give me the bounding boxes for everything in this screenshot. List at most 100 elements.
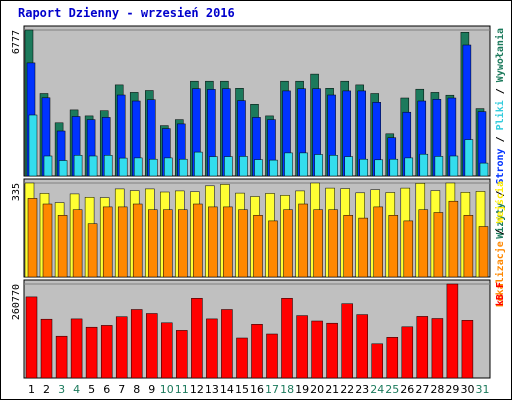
bar-top-2-day-3 bbox=[58, 160, 68, 177]
day-label-19: 19 bbox=[295, 383, 309, 396]
bar-top-2-day-9 bbox=[149, 158, 158, 177]
bar-middle-1-day-29 bbox=[448, 200, 459, 278]
bar-middle-1-day-17 bbox=[268, 220, 278, 278]
day-label-1: 1 bbox=[28, 383, 35, 396]
bar-top-2-day-29 bbox=[449, 155, 459, 177]
bar-bottom-0-day-30 bbox=[461, 320, 474, 379]
series-middle-1 bbox=[27, 198, 489, 278]
bar-bottom-0-day-25 bbox=[386, 337, 399, 379]
bar-top-2-day-13 bbox=[209, 156, 218, 177]
day-label-11: 11 bbox=[175, 383, 189, 396]
chart-panels: 6777 335 260770 bbox=[11, 25, 491, 379]
legend-bottom: kB F bbox=[495, 282, 506, 306]
bar-top-2-day-30 bbox=[464, 139, 474, 177]
bar-top-2-day-26 bbox=[404, 157, 414, 177]
panel-middle: 335 bbox=[11, 178, 491, 278]
legend-top-part-4: Pliki bbox=[494, 100, 506, 130]
day-label-6: 6 bbox=[103, 383, 110, 396]
bar-middle-1-day-18 bbox=[283, 209, 293, 278]
bar-bottom-0-day-7 bbox=[115, 316, 128, 379]
day-label-15: 15 bbox=[235, 383, 249, 396]
bar-top-2-day-12 bbox=[194, 151, 203, 177]
day-label-5: 5 bbox=[88, 383, 95, 396]
bar-middle-1-day-10 bbox=[163, 209, 173, 278]
bar-middle-1-day-9 bbox=[148, 209, 158, 278]
bar-top-2-day-17 bbox=[269, 159, 278, 177]
bar-middle-1-day-13 bbox=[208, 206, 218, 278]
bar-middle-1-day-1 bbox=[27, 198, 38, 278]
bar-middle-1-day-6 bbox=[102, 206, 113, 278]
bar-top-2-day-10 bbox=[164, 157, 173, 177]
legend-middle-part-1: / bbox=[495, 223, 506, 241]
bar-top-2-day-24 bbox=[374, 159, 383, 177]
bar-middle-1-day-26 bbox=[403, 220, 414, 278]
legend-top-part-5: / bbox=[495, 82, 506, 100]
bar-bottom-0-day-6 bbox=[100, 325, 113, 379]
bar-middle-1-day-22 bbox=[343, 215, 353, 278]
day-label-3: 3 bbox=[58, 383, 65, 396]
bar-bottom-0-day-13 bbox=[206, 318, 218, 379]
day-label-24: 24 bbox=[370, 383, 384, 396]
bar-bottom-0-day-19 bbox=[296, 315, 308, 379]
bar-top-2-day-1 bbox=[28, 114, 38, 177]
bar-top-2-day-18 bbox=[284, 152, 293, 177]
day-label-9: 9 bbox=[148, 383, 155, 396]
bar-middle-1-day-28 bbox=[433, 212, 444, 278]
legend-top-part-3: / bbox=[495, 130, 506, 148]
bar-middle-1-day-15 bbox=[238, 209, 248, 278]
day-label-30: 30 bbox=[461, 383, 475, 396]
day-label-29: 29 bbox=[445, 383, 459, 396]
bar-top-2-day-2 bbox=[43, 155, 53, 177]
bar-middle-1-day-8 bbox=[132, 203, 143, 278]
bar-bottom-0-day-9 bbox=[146, 313, 158, 379]
day-label-18: 18 bbox=[280, 383, 294, 396]
panel-middle-ymax-label: 335 bbox=[11, 183, 22, 201]
bar-bottom-0-day-5 bbox=[85, 326, 98, 379]
bar-middle-1-day-16 bbox=[253, 215, 263, 278]
bar-top-2-day-21 bbox=[329, 155, 338, 177]
series-labels: Wizyty / Strony / Pliki / WywołaniaLokal… bbox=[494, 28, 506, 307]
legend-top-part-2: Strony bbox=[495, 148, 506, 184]
day-label-2: 2 bbox=[43, 383, 50, 396]
bar-middle-1-day-11 bbox=[178, 209, 188, 278]
bar-top-2-day-14 bbox=[224, 156, 233, 177]
day-label-7: 7 bbox=[118, 383, 125, 396]
panel-top-ymax-label: 6777 bbox=[11, 30, 22, 54]
legend-middle-part-2: Wejścia bbox=[494, 181, 506, 223]
bar-bottom-0-day-1 bbox=[25, 296, 38, 379]
day-label-23: 23 bbox=[355, 383, 369, 396]
bar-middle-1-day-5 bbox=[87, 223, 98, 278]
day-label-8: 8 bbox=[133, 383, 140, 396]
legend-top-part-0: Wizyty bbox=[494, 203, 506, 239]
bar-top-2-day-11 bbox=[179, 158, 188, 177]
bar-bottom-0-day-8 bbox=[130, 309, 143, 379]
bar-bottom-0-day-20 bbox=[311, 320, 323, 379]
bar-middle-1-day-7 bbox=[117, 206, 128, 278]
legend-bottom-part-0: kB F bbox=[495, 282, 506, 306]
bar-bottom-0-day-10 bbox=[161, 322, 173, 379]
day-label-25: 25 bbox=[385, 383, 399, 396]
bar-middle-1-day-27 bbox=[418, 209, 429, 278]
day-label-27: 27 bbox=[415, 383, 429, 396]
bar-middle-1-day-2 bbox=[42, 203, 53, 278]
bar-top-2-day-5 bbox=[88, 155, 98, 177]
bar-bottom-0-day-4 bbox=[70, 318, 83, 379]
bar-bottom-0-day-21 bbox=[326, 322, 338, 379]
bar-middle-1-day-21 bbox=[328, 209, 338, 278]
panel-top: 6777 bbox=[11, 25, 491, 177]
bar-bottom-0-day-26 bbox=[401, 326, 414, 379]
day-label-26: 26 bbox=[400, 383, 414, 396]
bar-middle-1-day-24 bbox=[373, 206, 383, 278]
day-label-17: 17 bbox=[265, 383, 279, 396]
day-label-31: 31 bbox=[476, 383, 490, 396]
bar-middle-1-day-19 bbox=[298, 203, 308, 278]
day-label-12: 12 bbox=[190, 383, 204, 396]
bar-bottom-0-day-27 bbox=[416, 316, 429, 379]
bar-middle-1-day-3 bbox=[57, 215, 68, 278]
bar-bottom-0-day-15 bbox=[236, 337, 248, 379]
bar-middle-1-day-31 bbox=[478, 226, 489, 278]
chart-title: Raport Dzienny - wrzesień 2016 bbox=[18, 6, 235, 20]
day-label-4: 4 bbox=[73, 383, 80, 396]
bar-top-2-day-8 bbox=[133, 157, 143, 177]
